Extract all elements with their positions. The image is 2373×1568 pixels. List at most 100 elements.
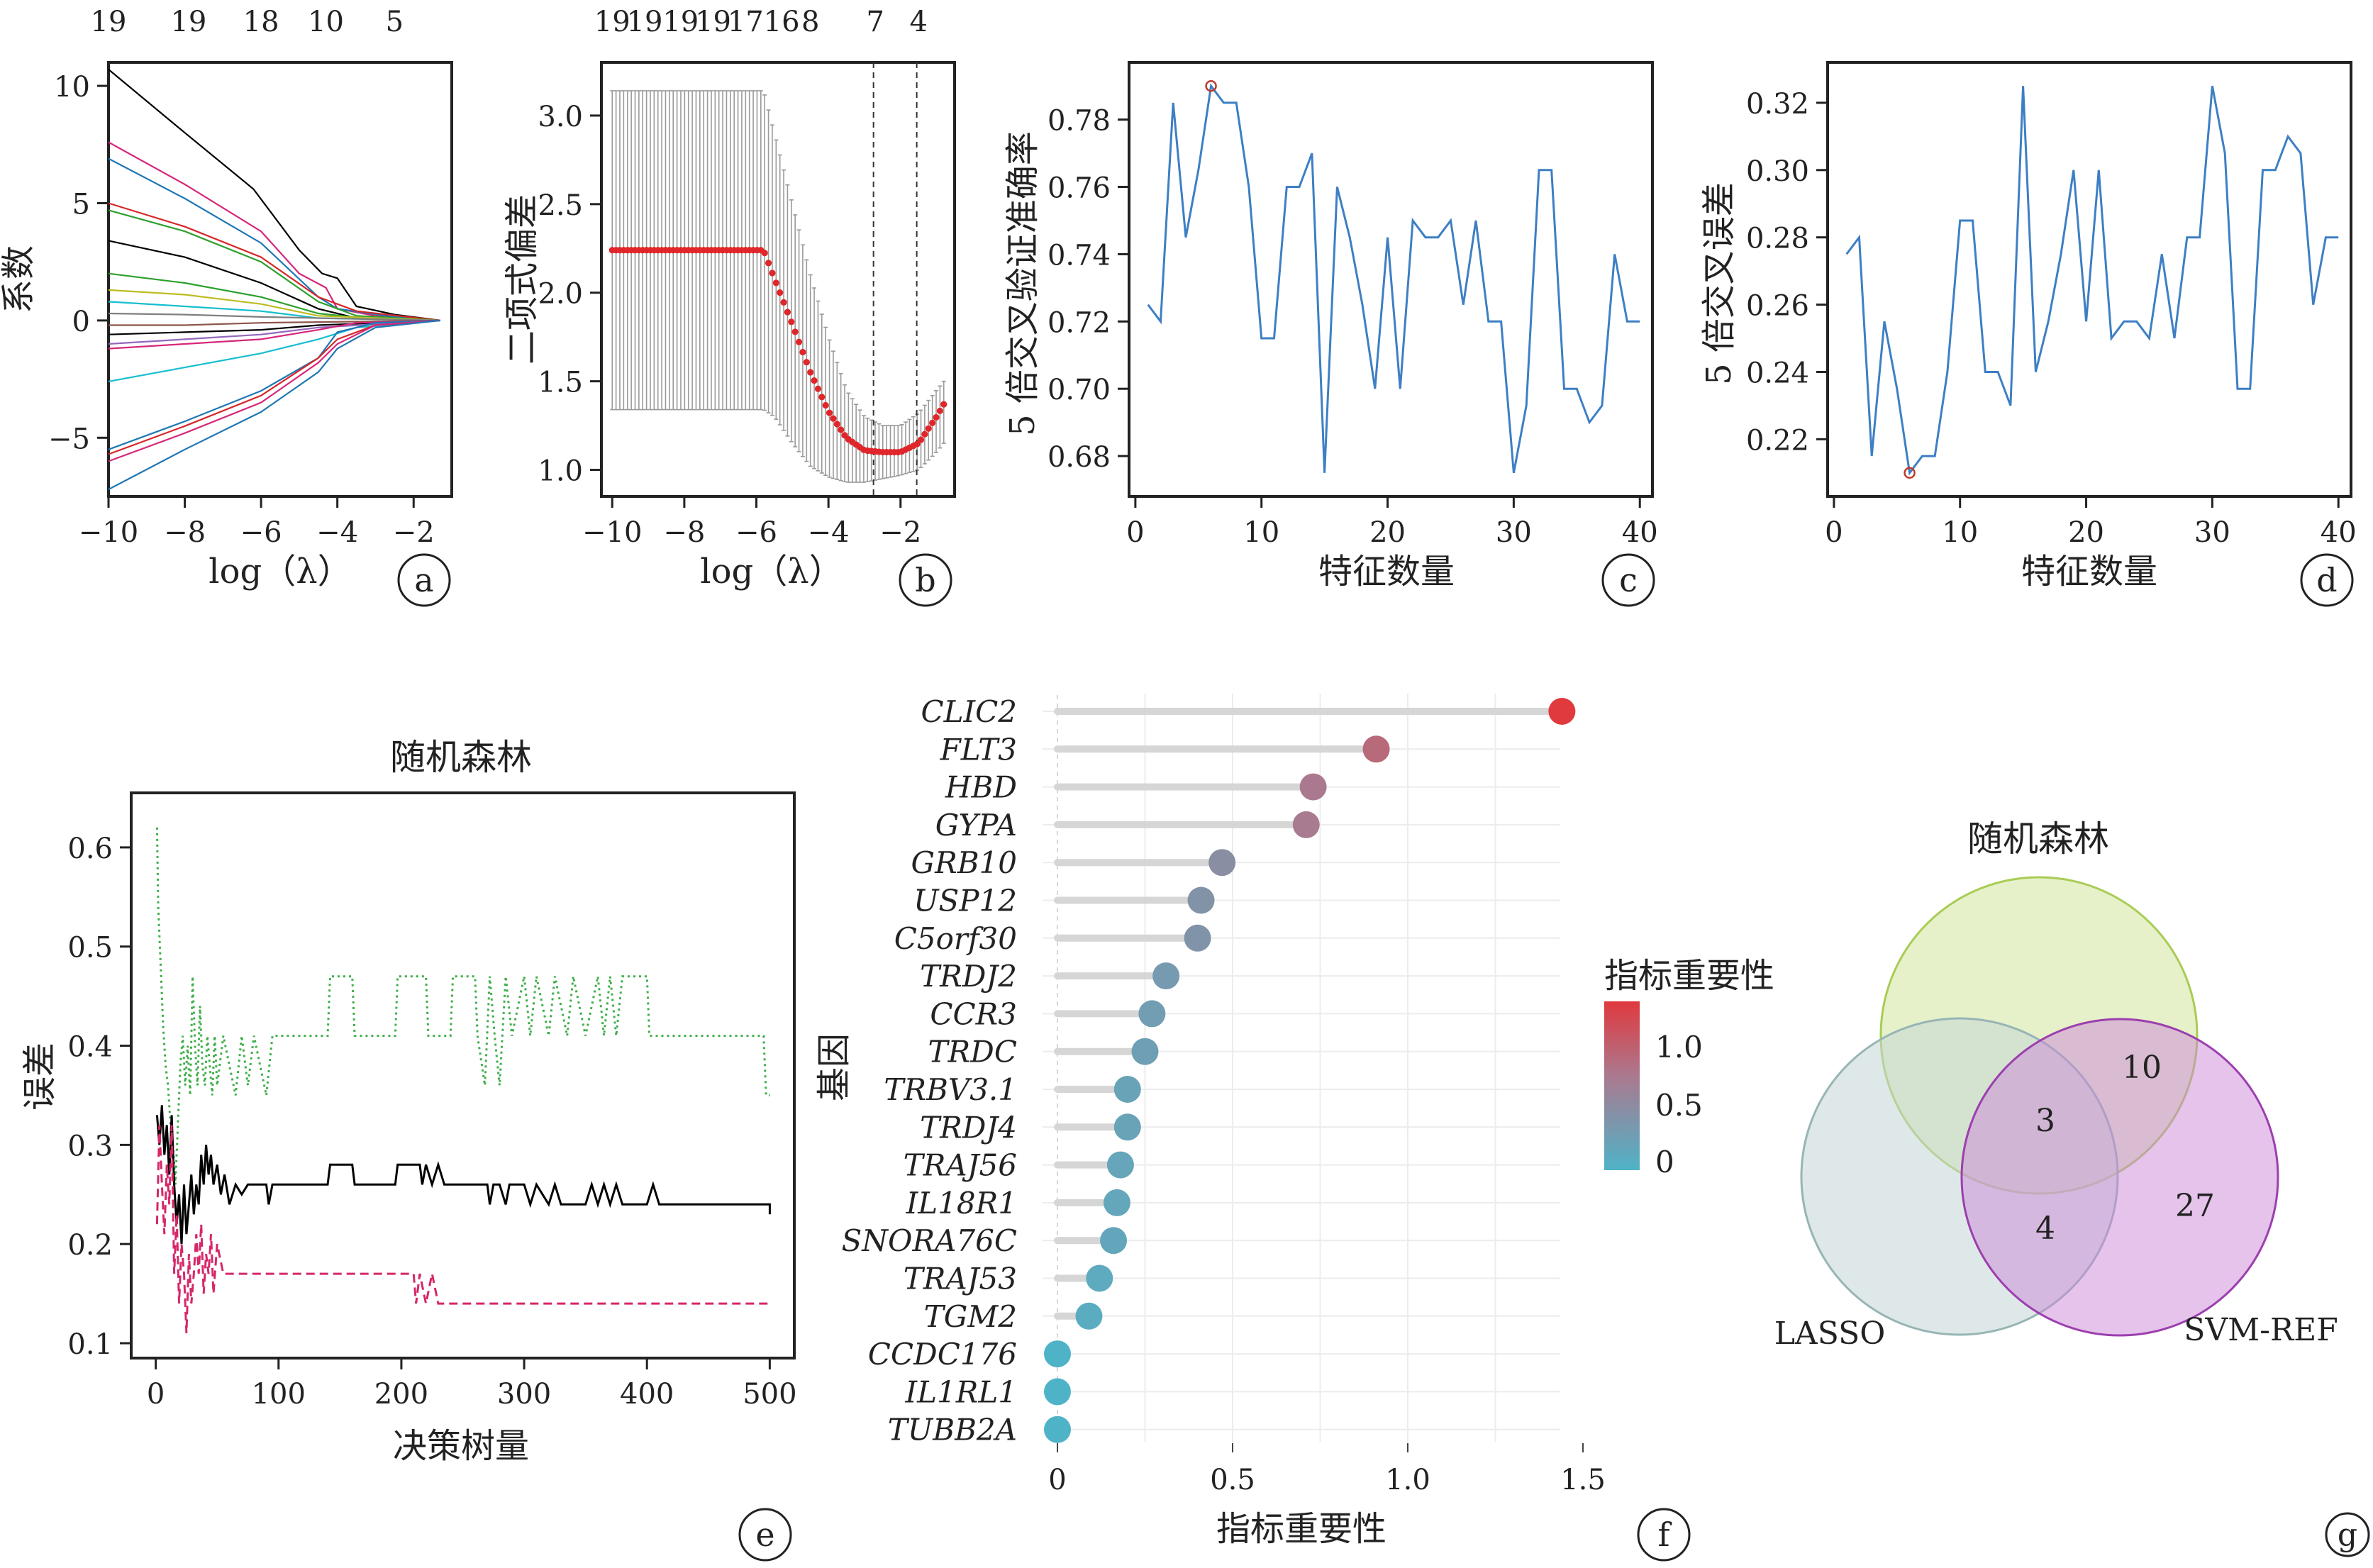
panel-e-random-forest-error: 随机森林 0 100 200 300 400 500 0.1 0.2 0.3 0.4 0.5 0.6…	[20, 737, 797, 1562]
panel-label-circle	[899, 553, 952, 607]
mean-point	[803, 359, 810, 366]
mean-point	[788, 318, 795, 326]
gene-label: CLIC2	[921, 694, 1017, 729]
panel-d-cv-error: 0 10 20 30 40 0.220.240.260.280.300.32 特征数量 …	[1699, 61, 2357, 607]
mean-point	[799, 348, 806, 356]
y-tick-label: 0.26	[1746, 290, 1809, 323]
y-tick-label: 0.5	[67, 932, 113, 964]
lollipop-point	[1184, 924, 1211, 952]
top-axis-label: 8	[801, 6, 819, 38]
coefficient-path	[108, 69, 441, 321]
y-axis: −5 0 5 10	[48, 71, 109, 455]
plot-frame	[130, 791, 796, 1360]
y-tick-label: 2.0	[538, 278, 583, 311]
y-tick-label: −5	[48, 423, 90, 455]
coefficient-path	[108, 319, 440, 335]
plot-background	[1043, 694, 1560, 1442]
venn-count-lasso-svm: 4	[2035, 1211, 2055, 1247]
mean-point	[807, 369, 814, 376]
y-tick-label: 0.68	[1047, 441, 1111, 474]
y-tick-label: 10	[54, 71, 90, 104]
y-tick-label: 2.5	[538, 189, 583, 222]
legend-tick-low: 0	[1655, 1145, 1674, 1179]
plot-frame	[1128, 61, 1654, 498]
mean-point	[818, 394, 826, 401]
x-tick-label: 30	[1496, 516, 1532, 549]
legend-tick-mid: 0.5	[1655, 1088, 1703, 1123]
x-tick-label: 0	[147, 1378, 165, 1411]
y-tick-label: 0	[72, 306, 90, 338]
chart-title: 随机森林	[390, 737, 532, 778]
coefficient-paths	[108, 69, 441, 491]
x-tick-label: −6	[240, 516, 282, 549]
gene-label: TGM2	[924, 1299, 1017, 1334]
y-tick-label: 0.70	[1047, 374, 1111, 406]
x-axis-label: 指标重要性	[1216, 1509, 1386, 1549]
lollipop-point	[1086, 1264, 1113, 1292]
venn-label-svm-ref: SVM-REF	[2184, 1312, 2338, 1348]
gene-label: CCR3	[930, 996, 1017, 1031]
x-tick-label: 200	[374, 1378, 428, 1411]
panel-f-gene-importance: CLIC2FLT3HBDGYPAGRB10USP12C5orf30TRDJ2CC…	[814, 694, 1774, 1562]
panel-label-circle	[1637, 1508, 1691, 1562]
lollipop-point	[1208, 849, 1236, 877]
y-axis: 0.1 0.2 0.3 0.4 0.5 0.6	[67, 833, 131, 1361]
mean-point	[933, 413, 940, 421]
lollipop-point	[1113, 1113, 1141, 1141]
y-axis-label: 5 倍交叉误差	[1699, 182, 1739, 385]
gene-label: CCDC176	[868, 1337, 1017, 1372]
mean-point	[925, 425, 932, 432]
top-axis-label: 7	[866, 6, 884, 38]
top-axis-label: 18	[243, 6, 279, 38]
venn-label-lasso: LASSO	[1774, 1316, 1886, 1352]
coefficient-path	[108, 141, 440, 321]
x-tick-label: 1.5	[1560, 1464, 1606, 1496]
x-axis-label: 决策树量	[393, 1426, 529, 1466]
coefficient-path	[108, 240, 440, 321]
x-tick-label: 400	[620, 1378, 674, 1411]
top-axis-label: 19	[91, 6, 127, 38]
lollipop-point	[1044, 1378, 1071, 1406]
panel-label: a	[414, 561, 433, 599]
lollipop-point	[1131, 1038, 1159, 1065]
y-axis: 0.68 0.70 0.72 0.74 0.76 0.78	[1047, 105, 1129, 474]
y-tick-label: 0.32	[1746, 88, 1809, 121]
x-tick-label: −8	[164, 516, 206, 549]
series-line	[1147, 79, 1640, 474]
y-axis: 0.22 0.24 0.26 0.28 0.30 0.32	[1746, 88, 1828, 457]
top-axis-label: 19	[170, 6, 206, 38]
x-tick-label: 0.5	[1210, 1464, 1255, 1496]
error-line-dotted	[155, 827, 770, 1185]
x-axis: 0 10 20 30 40	[1126, 496, 1658, 549]
coefficient-path	[108, 289, 440, 321]
panel-c-cv-accuracy: 0 10 20 30 40 0.680.700.720.740.760.78 特征数量 …	[1003, 61, 1658, 607]
error-line-solid	[155, 1105, 771, 1245]
mean-point	[761, 250, 768, 257]
x-tick-label: 10	[1942, 516, 1978, 549]
x-tick-label: −4	[316, 516, 358, 549]
mean-point	[780, 299, 787, 306]
lollipop-point	[1113, 1076, 1141, 1103]
coefficient-path	[108, 209, 440, 321]
y-axis: 1.0 1.5 2.0 2.5 3.0	[538, 101, 601, 488]
panel-label-circle	[738, 1508, 792, 1562]
panel-label: b	[915, 561, 935, 599]
panel-label: c	[1619, 561, 1638, 599]
coefficient-path	[109, 319, 440, 326]
x-tick-label: 20	[1369, 516, 1406, 549]
gene-label: TRDJ4	[920, 1110, 1017, 1145]
mean-point	[784, 308, 791, 316]
lollipop-point	[1152, 962, 1180, 990]
gene-label: IL1RL1	[905, 1374, 1017, 1409]
mean-point	[791, 328, 799, 335]
coefficient-path	[108, 319, 440, 345]
x-tick-label: −8	[663, 516, 705, 549]
mean-point	[826, 409, 833, 416]
y-tick-label: 0.1	[67, 1328, 113, 1361]
plot-frame	[600, 61, 956, 498]
x-tick-label: 10	[1243, 516, 1279, 549]
venn-label-random-forest: 随机森林	[1967, 818, 2109, 860]
plot-frame	[107, 61, 453, 498]
coefficient-path	[108, 319, 440, 462]
